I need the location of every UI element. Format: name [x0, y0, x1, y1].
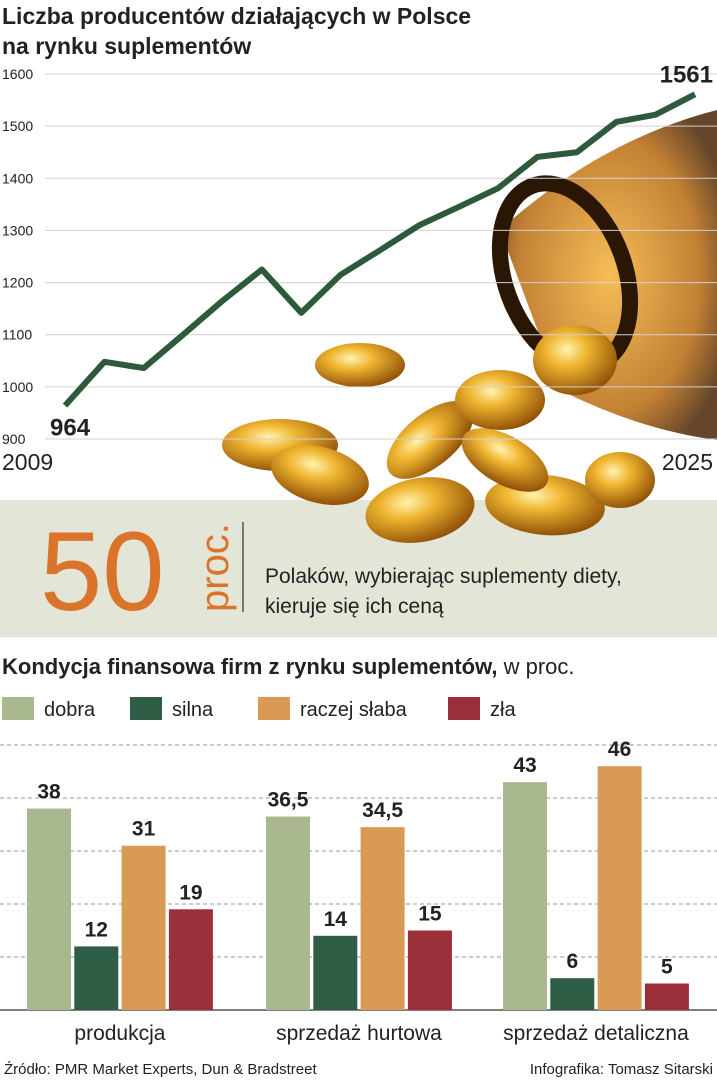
y-tick-label: 1500	[2, 118, 33, 134]
x-tick-label: sprzedaż hurtowa	[276, 1022, 442, 1045]
bar	[168, 909, 213, 1010]
x-tick-label: 2025	[662, 449, 713, 475]
bar	[27, 808, 71, 1010]
y-tick-label: 1400	[2, 170, 33, 186]
callout-unit: proc.	[193, 523, 237, 612]
value-label: 43	[513, 754, 536, 777]
x-tick-label: 2009	[2, 449, 53, 475]
bar	[407, 930, 452, 1010]
value-label: 34,5	[362, 799, 403, 822]
y-tick-label: 1600	[2, 66, 33, 82]
x-tick-label: sprzedaż detaliczna	[503, 1022, 689, 1045]
value-label: 14	[324, 908, 348, 931]
bar	[313, 935, 358, 1010]
y-tick-label: 1000	[2, 379, 33, 395]
chart-title: Liczba producentów działających w Polsce	[2, 3, 471, 29]
callout-number: 50	[40, 509, 165, 634]
value-label: 31	[132, 818, 156, 841]
bar	[121, 845, 166, 1010]
legend-label: raczej słaba	[300, 699, 408, 721]
value-label: 38	[37, 781, 61, 804]
bar	[266, 816, 310, 1010]
y-tick-label: 900	[2, 431, 26, 447]
legend-label: dobra	[44, 699, 96, 721]
value-label: 5	[661, 956, 673, 979]
chart-title: Kondycja finansowa firm z rynku suplemen…	[2, 654, 575, 679]
value-label: 36,5	[268, 789, 309, 812]
value-label: 46	[608, 738, 631, 761]
x-tick-label: produkcja	[74, 1022, 165, 1045]
legend-swatch	[130, 697, 162, 720]
y-tick-label: 1200	[2, 275, 33, 291]
value-label: 1561	[660, 61, 713, 88]
legend-label: silna	[172, 699, 214, 721]
source: Źródło: PMR Market Experts, Dun & Bradst…	[4, 1061, 317, 1078]
bar	[644, 983, 689, 1010]
line	[62, 91, 697, 408]
callout-text: Polaków, wybierając suplementy diety,	[265, 565, 622, 588]
chart-title-bold: Kondycja finansowa firm z rynku suplemen…	[2, 654, 498, 679]
bar	[360, 827, 405, 1010]
value-label: 15	[418, 903, 442, 926]
value-label: 6	[566, 950, 578, 973]
legend-swatch	[258, 697, 290, 720]
bar	[74, 946, 119, 1010]
y-tick-label: 1300	[2, 222, 33, 238]
bar	[550, 978, 595, 1010]
value-label: 12	[85, 918, 108, 941]
bar	[503, 782, 547, 1010]
chart-title: na rynku suplementów	[2, 33, 251, 59]
bar	[597, 766, 642, 1010]
value-label: 19	[179, 881, 202, 904]
value-label: 964	[50, 415, 91, 442]
chart-subtitle: w proc.	[498, 654, 575, 679]
credit: Infografika: Tomasz Sitarski	[530, 1061, 713, 1078]
legend-swatch	[448, 697, 480, 720]
capsules-illustration	[222, 110, 717, 543]
legend-label: zła	[490, 699, 516, 721]
callout-text: kieruje się ich ceną	[265, 595, 444, 618]
legend-swatch	[2, 697, 34, 720]
y-tick-label: 1100	[2, 327, 32, 343]
